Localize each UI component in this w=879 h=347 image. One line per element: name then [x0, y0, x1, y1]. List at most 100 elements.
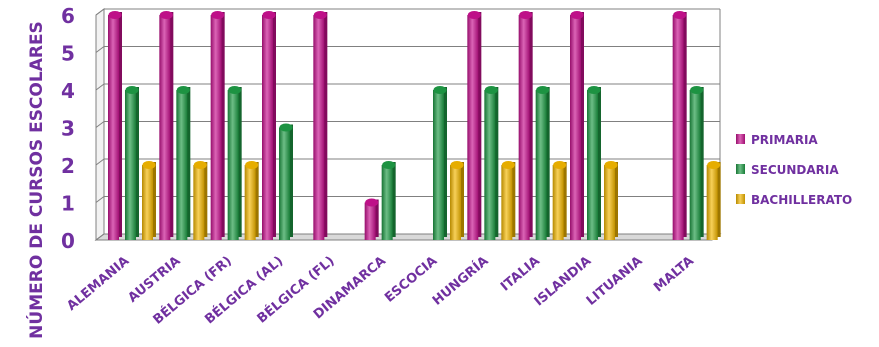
bar-cap	[176, 86, 190, 94]
x-tick-label: ISLANDIA	[532, 254, 595, 310]
bar-front	[518, 15, 530, 240]
gridline-side	[95, 8, 105, 16]
bar-front	[364, 202, 376, 240]
x-tick-label: HUNGRÍA	[429, 253, 491, 309]
bar	[142, 161, 156, 240]
bar-cap	[433, 86, 447, 94]
bar-cap	[159, 11, 173, 19]
gridline-side	[95, 233, 105, 241]
bar	[193, 161, 208, 240]
bar	[433, 86, 447, 240]
legend-label: BACHILLERATO	[751, 193, 852, 207]
bar	[535, 86, 550, 240]
y-axis-label: NÚMERO DE CURSOS ESCOLARES	[25, 21, 47, 339]
bar	[364, 198, 379, 240]
bar-front	[587, 90, 598, 240]
bar	[689, 86, 704, 240]
bar-cap	[262, 11, 276, 19]
bar	[244, 161, 259, 240]
y-axis-ticks: 0 1 2 3 4 5 6	[61, 4, 75, 253]
legend-label: SECUNDARIA	[751, 163, 839, 177]
bar-front	[262, 15, 273, 240]
legend-label: PRIMARIA	[751, 133, 818, 147]
y-tick-label: 3	[61, 117, 75, 141]
y-tick-label: 4	[61, 79, 75, 103]
legend-swatch	[736, 164, 745, 174]
gridline-side	[95, 196, 105, 203]
bar	[381, 161, 396, 240]
bar-cap	[365, 198, 379, 207]
bar-front	[279, 127, 290, 240]
bar-cap	[519, 11, 533, 19]
gridline-side	[95, 121, 105, 128]
bar-front	[570, 15, 581, 240]
bar	[450, 161, 464, 240]
gridline-side	[95, 46, 105, 53]
legend-item: PRIMARIA	[736, 133, 818, 147]
bar-cap	[279, 123, 293, 132]
legend-swatch	[736, 134, 745, 144]
y-tick-label: 1	[61, 192, 75, 216]
bar-cap	[501, 161, 515, 169]
bar-front	[467, 15, 479, 240]
bar-cap	[536, 86, 550, 94]
bar-front	[689, 90, 701, 240]
bar-front	[484, 90, 496, 240]
bar-front	[142, 165, 153, 240]
legend-item: BACHILLERATO	[736, 193, 852, 207]
bar-cap	[125, 86, 139, 94]
bar	[706, 161, 721, 240]
y-tick-label: 6	[61, 4, 75, 28]
bar-front	[501, 165, 513, 240]
bar-front	[552, 165, 564, 240]
bar-front	[108, 15, 119, 240]
bar-cap	[193, 161, 207, 169]
legend-item: SECUNDARIA	[736, 163, 839, 177]
bar-front	[244, 165, 256, 240]
bar-cap	[245, 161, 259, 169]
bar-front	[672, 15, 684, 240]
x-tick-label: ALEMANIA	[64, 254, 132, 314]
y-tick-label: 2	[61, 154, 75, 178]
bar	[210, 11, 225, 240]
bar	[518, 11, 533, 240]
bar-cap	[228, 86, 242, 94]
bar-front	[313, 15, 325, 240]
bar-front	[450, 165, 461, 240]
legend: PRIMARIA SECUNDARIA BACHILLERATO	[736, 133, 852, 207]
bar-front	[706, 165, 718, 240]
bar-front	[604, 165, 615, 240]
bar	[484, 86, 499, 240]
bar-cap	[604, 161, 618, 169]
bar-front	[176, 90, 188, 240]
bar-cap	[587, 86, 601, 94]
bar	[587, 86, 601, 240]
y-tick-label: 0	[61, 229, 75, 253]
bar-cap	[211, 11, 225, 19]
bar-front	[381, 165, 393, 240]
x-tick-label: LITUANIA	[584, 254, 646, 309]
bar-cap	[142, 161, 156, 169]
bar	[227, 86, 242, 240]
bar-cap	[553, 161, 567, 169]
bar-cap	[382, 161, 396, 169]
bar	[552, 161, 567, 240]
bar	[570, 11, 584, 240]
bar-front	[193, 165, 205, 240]
gridline-side	[95, 158, 105, 166]
bar-front	[227, 90, 239, 240]
bar-front	[535, 90, 547, 240]
bar	[672, 11, 687, 240]
bar-cap	[570, 11, 584, 19]
y-tick-label: 5	[61, 42, 75, 66]
bar	[604, 161, 618, 240]
gridline-side	[95, 83, 105, 91]
bar	[501, 161, 516, 240]
chart-bars	[108, 11, 721, 240]
bar	[279, 123, 293, 240]
bar-cap	[108, 11, 122, 19]
bar	[262, 11, 276, 240]
bar	[125, 86, 139, 240]
